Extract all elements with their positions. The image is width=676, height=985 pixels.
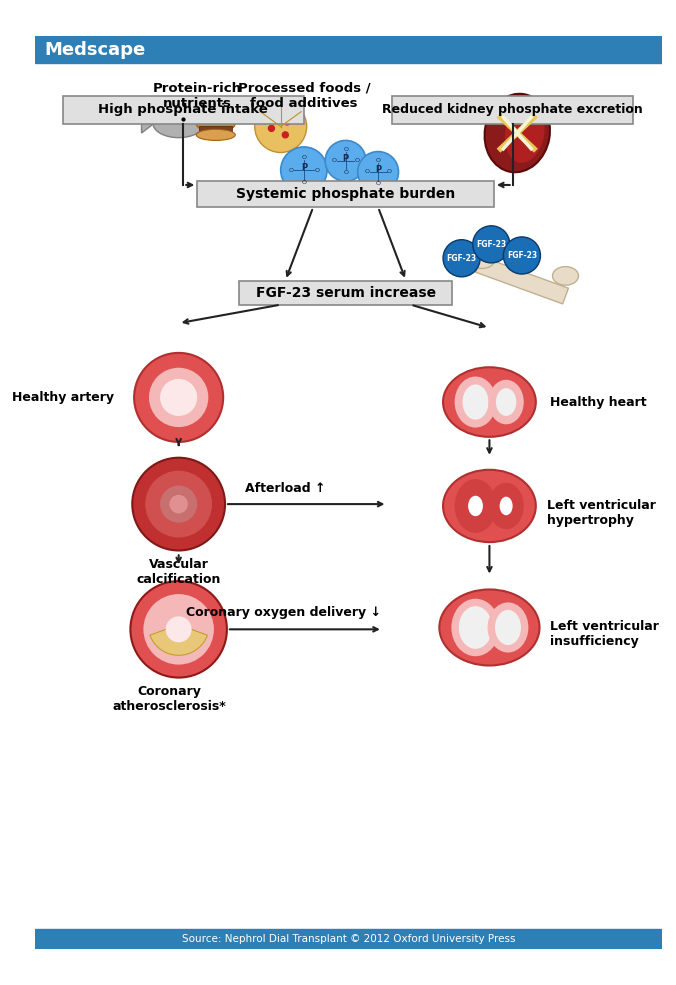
Circle shape — [283, 118, 291, 126]
Text: O: O — [289, 167, 293, 172]
Circle shape — [145, 471, 212, 538]
FancyBboxPatch shape — [63, 96, 304, 124]
Text: O: O — [343, 169, 348, 174]
Bar — [35, 929, 662, 950]
Ellipse shape — [358, 152, 399, 192]
Text: Healthy heart: Healthy heart — [550, 396, 646, 409]
Text: Processed foods /
food additives: Processed foods / food additives — [237, 82, 370, 110]
Ellipse shape — [500, 496, 512, 515]
Circle shape — [132, 458, 225, 551]
Text: O: O — [354, 159, 360, 164]
Text: O: O — [343, 147, 348, 152]
Text: P: P — [301, 163, 307, 171]
Text: Reduced kidney phosphate excretion: Reduced kidney phosphate excretion — [382, 103, 643, 116]
Ellipse shape — [455, 376, 496, 427]
Ellipse shape — [281, 147, 327, 193]
Text: Coronary oxygen delivery ↓: Coronary oxygen delivery ↓ — [186, 606, 381, 620]
FancyBboxPatch shape — [392, 96, 633, 124]
Circle shape — [473, 226, 510, 263]
Text: FGF-23: FGF-23 — [476, 239, 506, 249]
Text: O: O — [301, 180, 306, 185]
Ellipse shape — [196, 129, 235, 141]
Text: P: P — [343, 154, 349, 163]
Text: FGF-23 serum increase: FGF-23 serum increase — [256, 286, 436, 299]
Text: FGF-23: FGF-23 — [447, 254, 477, 263]
Text: P: P — [375, 164, 381, 173]
Circle shape — [504, 237, 540, 274]
Circle shape — [160, 486, 197, 523]
Ellipse shape — [552, 267, 579, 286]
Circle shape — [282, 131, 289, 139]
FancyBboxPatch shape — [197, 181, 494, 207]
Text: Left ventricular
insufficiency: Left ventricular insufficiency — [550, 620, 658, 648]
Text: Coronary
atherosclerosis*: Coronary atherosclerosis* — [112, 685, 226, 713]
Polygon shape — [141, 114, 153, 133]
Text: Left ventricular
hypertrophy: Left ventricular hypertrophy — [547, 499, 656, 527]
Circle shape — [166, 617, 191, 642]
Ellipse shape — [505, 103, 545, 163]
Ellipse shape — [452, 599, 500, 656]
Wedge shape — [150, 624, 208, 655]
Bar — [35, 35, 662, 63]
Ellipse shape — [468, 495, 483, 516]
Ellipse shape — [443, 367, 536, 436]
Text: Healthy artery: Healthy artery — [11, 391, 114, 404]
FancyBboxPatch shape — [239, 281, 452, 304]
Ellipse shape — [489, 380, 524, 425]
Text: FGF-23: FGF-23 — [507, 251, 537, 260]
Text: O: O — [376, 159, 381, 164]
Ellipse shape — [462, 384, 489, 420]
Ellipse shape — [496, 388, 516, 416]
Ellipse shape — [487, 603, 529, 652]
Ellipse shape — [495, 610, 521, 645]
Ellipse shape — [325, 141, 366, 181]
Text: O: O — [301, 155, 306, 160]
Text: Medscape: Medscape — [44, 40, 145, 58]
Ellipse shape — [469, 250, 495, 269]
Text: O: O — [376, 180, 381, 186]
Ellipse shape — [455, 479, 496, 533]
Text: High phosphate intake: High phosphate intake — [99, 103, 268, 116]
Circle shape — [160, 379, 197, 416]
Ellipse shape — [459, 606, 492, 649]
Circle shape — [134, 353, 223, 442]
Bar — [475, 256, 569, 304]
Circle shape — [143, 594, 214, 665]
Text: O: O — [332, 159, 337, 164]
Text: O: O — [387, 169, 392, 174]
Circle shape — [443, 239, 480, 277]
Circle shape — [130, 581, 227, 678]
Text: Protein-rich
nutrients: Protein-rich nutrients — [153, 82, 242, 110]
Ellipse shape — [196, 115, 235, 132]
Text: Systemic phosphate burden: Systemic phosphate burden — [236, 187, 455, 201]
Ellipse shape — [443, 470, 536, 542]
Ellipse shape — [485, 94, 550, 172]
Circle shape — [170, 494, 188, 513]
Ellipse shape — [439, 589, 539, 666]
Circle shape — [268, 125, 275, 132]
Circle shape — [149, 367, 208, 427]
Bar — [199, 126, 233, 133]
Circle shape — [272, 112, 280, 120]
Ellipse shape — [153, 109, 204, 138]
Text: O: O — [314, 167, 319, 172]
Text: O: O — [364, 169, 369, 174]
Text: Source: Nephrol Dial Transplant © 2012 Oxford University Press: Source: Nephrol Dial Transplant © 2012 O… — [182, 934, 515, 945]
Text: Afterload ↑: Afterload ↑ — [245, 482, 326, 494]
Ellipse shape — [489, 483, 524, 529]
Circle shape — [255, 100, 307, 153]
Text: Vascular
calcification: Vascular calcification — [137, 558, 221, 586]
